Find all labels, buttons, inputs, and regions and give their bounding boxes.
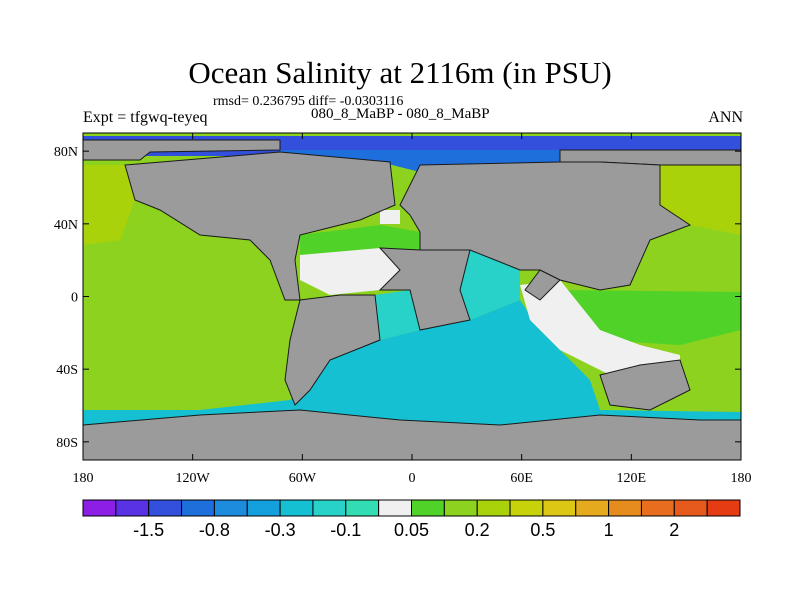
colorbar-label: -0.3 (265, 520, 296, 540)
colorbar-box (706, 499, 741, 517)
atlantic-neutral (300, 245, 400, 295)
lon-tick-label: 0 (409, 471, 416, 486)
colorbar-box (246, 499, 281, 517)
colorbar: -1.5 -0.8 -0.3 -0.1 0.05 0.2 0.5 1 2 (82, 499, 741, 540)
ocean-patch-yellow (83, 165, 135, 245)
ocean-patch-green (560, 290, 741, 345)
lon-tick-label: 120W (176, 471, 211, 486)
colorbar-box (575, 499, 610, 517)
lon-tick-label: 180 (73, 471, 94, 486)
atlantic-cyan (375, 290, 420, 340)
colorbar-box (378, 499, 412, 517)
lat-tick-label: 0 (71, 291, 78, 306)
colorbar-label: 1 (604, 520, 614, 540)
plot-title: Ocean Salinity at 2116m (in PSU) (188, 55, 612, 90)
colorbar-label: -0.8 (199, 520, 230, 540)
colorbar-box (312, 499, 347, 517)
rmsd-diff-stats: rmsd= 0.236795 diff= -0.0303116 (213, 94, 404, 109)
colorbar-box (345, 499, 380, 517)
colorbar-box (640, 499, 675, 517)
season-label: ANN (708, 109, 743, 126)
colorbar-box (542, 499, 577, 517)
colorbar-box (148, 499, 183, 517)
longitude-axis: 180 120W 60W 0 60E 120E 180 (73, 133, 752, 486)
lon-tick-label: 180 (731, 471, 752, 486)
colorbar-box (411, 499, 445, 517)
land-masses (83, 139, 741, 460)
lat-tick-label: 80S (56, 436, 78, 451)
colorbar-box (509, 499, 544, 517)
lat-tick-label: 40N (54, 218, 78, 233)
north-atlantic-green (300, 225, 420, 255)
lon-tick-label: 120E (617, 471, 647, 486)
colorbar-box (279, 499, 314, 517)
colorbar-label: 0.2 (465, 520, 490, 540)
case-comparison-label: 080_8_MaBP - 080_8_MaBP (311, 106, 490, 122)
colorbar-box (443, 499, 478, 517)
indian-ocean-cyan (460, 250, 520, 320)
colorbar-box (82, 499, 117, 517)
colorbar-box (181, 499, 215, 517)
colorbar-label: 0.05 (394, 520, 429, 540)
lat-tick-label: 80N (54, 145, 78, 160)
arctic-low-salinity-edge (280, 150, 560, 172)
map-field (83, 133, 741, 460)
colorbar-box (476, 499, 511, 517)
colorbar-label: -0.1 (330, 520, 361, 540)
ocean-patch-yellow (660, 165, 741, 235)
colorbar-box (115, 499, 150, 517)
lon-tick-label: 60W (289, 471, 317, 486)
lat-tick-label: 40S (56, 363, 78, 378)
colorbar-label: -1.5 (133, 520, 164, 540)
med-neutral (380, 210, 400, 224)
experiment-label: Expt = tfgwq-teyeq (83, 109, 208, 126)
colorbar-box (673, 499, 708, 517)
colorbar-label: 2 (669, 520, 679, 540)
latitude-axis: 80N 40N 0 40S 80S (54, 145, 741, 451)
colorbar-box (608, 499, 642, 517)
lon-tick-label: 60E (510, 471, 533, 486)
colorbar-label: 0.5 (530, 520, 555, 540)
colorbar-box (213, 499, 248, 517)
indian-neutral (520, 280, 680, 375)
